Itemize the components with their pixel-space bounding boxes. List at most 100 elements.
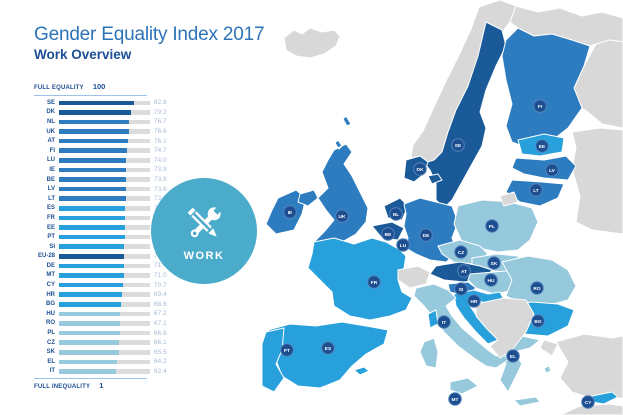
bar-row-BE: BE 73.8 [34,175,184,185]
bar-value: 74.0 [154,156,167,164]
bar-fill [59,186,126,192]
map-label-PL: PL [485,219,499,233]
bar-row-PL: PL 66.8 [34,328,184,338]
country-code-label: EL [47,358,55,365]
map-label-DE: DE [419,228,433,242]
bar-track [59,148,150,154]
bar-track [59,215,150,221]
country-ranking-bar-chart: FULL EQUALITY 100 SE 82.6 DK 79.2 NL 76.7 UK 76… [34,82,184,392]
country-code-label: LU [47,157,55,164]
top-rule [34,95,147,96]
bar-row-DK: DK 79.2 [34,108,184,118]
bar-track [59,359,150,365]
bar-fill [59,177,127,182]
svg-text:RO: RO [533,286,540,292]
svg-text:FR: FR [371,280,378,286]
bar-fill [59,369,116,374]
bar-fill [59,311,121,317]
bar-value: 66.1 [154,339,167,347]
bar-row-HR: HR 69.4 [34,290,184,300]
bar-track [59,206,150,211]
map-region-turkey [555,333,623,401]
bar-row-NL: NL 76.7 [34,117,184,127]
country-code-label: PL [47,330,55,337]
bar-track [59,138,150,144]
map-label-CZ: CZ [454,245,468,259]
country-code-label: SK [46,349,55,356]
svg-text:CY: CY [585,400,592,406]
bar-value: 73.9 [154,166,167,174]
bar-track [59,119,150,125]
bar-fill [59,292,123,297]
full-equality-label: FULL EQUALITY [34,85,84,91]
bar-fill [59,119,129,125]
bar-track [59,158,150,163]
svg-text:HU: HU [488,278,495,284]
map-label-LT: LT [529,183,543,197]
full-equality-value: 100 [92,82,106,91]
map-label-DK: DK [413,162,427,176]
bar-value: 65.5 [154,348,167,356]
map-region-iceland [283,27,341,59]
bar-fill [59,263,124,269]
bar-track [59,263,150,269]
svg-text:BE: BE [385,232,392,238]
bar-row-LV: LV 73.6 [34,184,184,194]
country-code-label: CY [46,282,55,289]
bar-track [59,349,150,355]
scale-bottom: FULL INEQUALITY 1 [34,381,184,392]
map-label-IE: IE [283,205,297,219]
bar-track [59,225,150,230]
bar-track [59,340,150,345]
map-label-ES: ES [321,341,335,355]
country-code-label: EU-28 [37,253,55,260]
country-code-label: EE [46,224,55,231]
map-region-russia-east [571,127,623,235]
svg-text:ES: ES [325,346,332,352]
bar-track [59,301,150,307]
wrench-pencil-icon [187,205,223,237]
country-code-label: UK [46,128,55,135]
map-label-SK: SK [487,256,501,270]
bar-track [59,282,150,288]
bar-track [59,100,150,106]
bar-value: 71.4 [154,262,167,270]
svg-text:IT: IT [442,320,446,326]
map-region-africa-edge [559,403,623,415]
bar-track [59,177,150,182]
map-label-AT: AT [457,264,471,278]
bar-value: 69.4 [154,291,167,299]
country-code-label: IT [49,368,55,375]
svg-text:FI: FI [538,104,543,110]
map-label-PT: PT [280,343,294,357]
svg-text:SK: SK [491,261,498,267]
country-code-label: HU [46,310,55,317]
map-label-IT: IT [437,315,451,329]
bar-row-HU: HU 67.2 [34,309,184,319]
country-code-label: ES [46,205,55,212]
svg-text:DK: DK [417,167,424,173]
map-region-switzerland [397,265,431,289]
bar-fill [59,129,129,134]
country-code-label: FI [49,147,55,154]
bar-fill [59,273,124,278]
bar-row-IT: IT 62.4 [34,367,184,377]
map-country-ES [267,321,389,389]
bar-fill [59,330,120,336]
country-code-label: MT [46,272,55,279]
country-code-label: SE [46,99,55,106]
bar-value: 71.0 [154,271,167,279]
map-country-HR [453,289,505,345]
bar-fill [59,301,122,307]
bar-track [59,369,150,374]
bar-track [59,234,150,240]
bar-fill [59,100,135,106]
bar-fill [59,138,129,144]
full-inequality-value: 1 [99,381,104,391]
bar-row-CZ: CZ 66.1 [34,338,184,348]
svg-text:LU: LU [400,243,407,249]
bar-fill [59,215,125,221]
bar-value: 73.8 [154,176,167,184]
bar-value: 79.2 [154,108,167,116]
